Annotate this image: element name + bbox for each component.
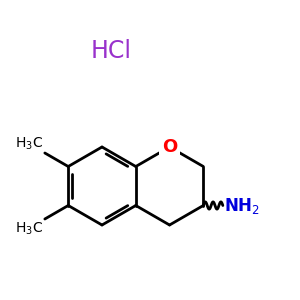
Text: NH$_2$: NH$_2$ [224, 196, 260, 215]
Text: HCl: HCl [91, 39, 131, 63]
Text: H$_3$C: H$_3$C [15, 220, 43, 237]
Text: O: O [162, 138, 177, 156]
Text: O: O [162, 138, 177, 156]
Text: H$_3$C: H$_3$C [15, 135, 43, 152]
